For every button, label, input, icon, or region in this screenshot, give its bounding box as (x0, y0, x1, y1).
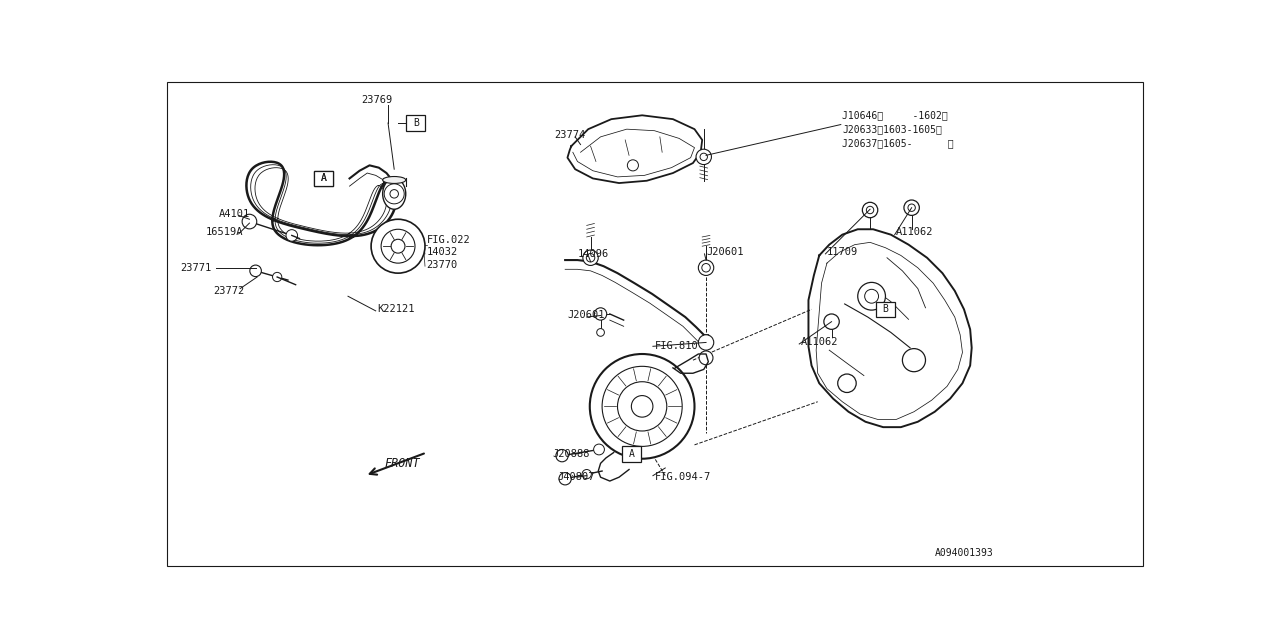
Circle shape (602, 366, 682, 447)
Text: J20888: J20888 (552, 449, 590, 459)
Circle shape (594, 308, 607, 320)
Text: FIG.810: FIG.810 (654, 341, 698, 351)
Circle shape (700, 153, 708, 161)
Ellipse shape (383, 177, 406, 184)
Circle shape (863, 202, 878, 218)
Text: FIG.022: FIG.022 (426, 235, 470, 245)
Text: 16519A: 16519A (206, 227, 243, 237)
Bar (876, 301, 895, 317)
Bar (622, 447, 641, 462)
Circle shape (701, 264, 710, 272)
Text: 14032: 14032 (426, 247, 458, 257)
Text: J20601: J20601 (567, 310, 605, 321)
Circle shape (865, 289, 878, 303)
Text: FRONT: FRONT (384, 457, 420, 470)
Circle shape (250, 265, 261, 276)
Text: A: A (320, 173, 326, 184)
Circle shape (596, 328, 604, 336)
Text: FIG.094-7: FIG.094-7 (654, 472, 710, 482)
Text: B: B (413, 118, 419, 128)
Text: A: A (320, 173, 326, 184)
Bar (314, 171, 333, 186)
Circle shape (902, 349, 925, 372)
Circle shape (824, 314, 840, 330)
Text: A094001393: A094001393 (934, 548, 993, 557)
Circle shape (242, 214, 257, 229)
Circle shape (631, 396, 653, 417)
Circle shape (384, 184, 404, 204)
Text: J40807: J40807 (558, 472, 595, 482)
Text: A11062: A11062 (896, 227, 933, 237)
Text: A: A (628, 449, 635, 459)
Text: 14096: 14096 (577, 249, 609, 259)
Text: K22121: K22121 (378, 305, 415, 314)
Text: J20637〈1605-      〉: J20637〈1605- 〉 (842, 138, 954, 148)
Circle shape (586, 253, 595, 262)
Text: A4101: A4101 (219, 209, 250, 219)
Circle shape (627, 160, 639, 171)
Text: 23770: 23770 (426, 260, 458, 269)
Circle shape (699, 351, 713, 365)
Circle shape (371, 220, 425, 273)
Circle shape (381, 229, 415, 263)
Bar (314, 171, 333, 186)
Circle shape (556, 449, 568, 462)
Ellipse shape (383, 179, 406, 209)
Circle shape (392, 239, 404, 253)
Circle shape (559, 472, 571, 485)
Text: 11709: 11709 (827, 247, 858, 257)
Bar (406, 115, 425, 131)
Text: J20633〈1603-1605〉: J20633〈1603-1605〉 (842, 124, 942, 134)
Text: 23772: 23772 (214, 286, 244, 296)
Circle shape (590, 354, 695, 459)
Text: A11062: A11062 (801, 337, 838, 348)
Circle shape (582, 250, 598, 266)
Text: 23774: 23774 (554, 129, 586, 140)
Circle shape (594, 444, 604, 455)
Text: 23771: 23771 (180, 263, 211, 273)
Circle shape (699, 335, 714, 350)
Circle shape (273, 273, 282, 282)
Circle shape (699, 260, 714, 275)
Circle shape (285, 230, 297, 241)
Text: J10646〈     -1602〉: J10646〈 -1602〉 (842, 110, 948, 120)
Circle shape (858, 282, 886, 310)
Circle shape (617, 381, 667, 431)
Circle shape (867, 206, 874, 214)
Circle shape (582, 470, 591, 479)
Circle shape (696, 149, 712, 164)
Circle shape (904, 200, 919, 216)
Text: B: B (882, 305, 888, 314)
Text: 23769: 23769 (362, 95, 393, 105)
Text: J20601: J20601 (707, 247, 744, 257)
Circle shape (837, 374, 856, 392)
Circle shape (390, 189, 398, 198)
Circle shape (908, 204, 915, 211)
